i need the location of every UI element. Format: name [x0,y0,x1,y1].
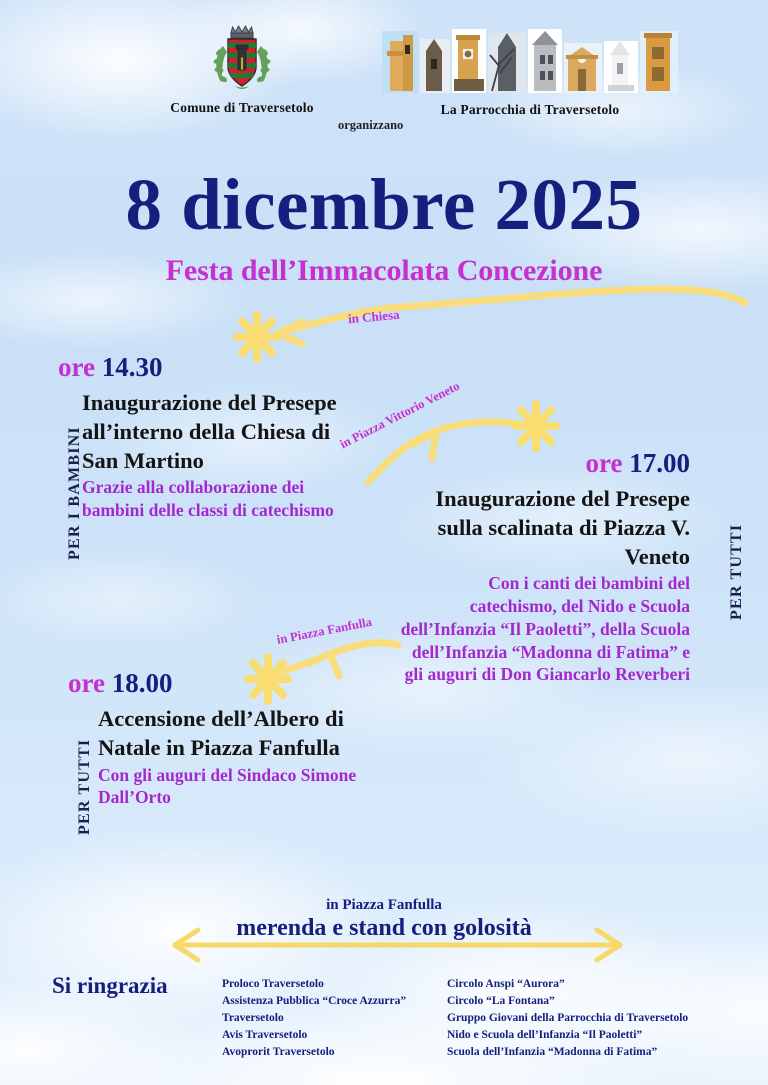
event-1430-title: Inaugurazione del Presepe all’interno de… [82,390,337,473]
event-1800-time-row: ore 18.00 [68,670,378,697]
merenda-block: in Piazza Fanfulla merenda e stand con g… [0,897,768,942]
poster-header: Comune di Traversetolo organizzano [0,0,768,140]
parrocchia-logo-caption: La Parrocchia di Traversetolo [440,102,620,117]
event-1700-ore-label: ore [585,448,623,478]
organizzano-label: organizzano [338,118,404,132]
event-1700-note: Con i canti dei bambini del catechismo, … [400,573,690,685]
bell-towers-collage-icon [380,27,680,100]
merenda-place: in Piazza Fanfulla [326,897,442,913]
event-1430-time-row: ore 14.30 [58,354,358,381]
merenda-text: merenda e stand con golosità [236,914,532,941]
event-block-1700: ore 17.00 Inaugurazione del Presepe sull… [400,450,690,686]
page-subtitle: Festa dell’Immacolata Concezione [165,254,603,287]
audience-label-per-i-bambini: PER I BAMBINI [66,426,83,560]
thanks-title: Si ringrazia [52,973,168,998]
page-title: 8 dicembre 2025 [125,164,643,245]
event-1800-note: Con gli auguri del Sindaco Simone Dall’O… [98,764,357,808]
thanks-column-right: Circolo Anspi “Aurora” Circolo “La Fonta… [447,976,757,1061]
parrocchia-logo-block: La Parrocchia di Traversetolo [380,27,680,118]
list-item: Avoprorit Traversetolo [222,1046,335,1059]
annotation-in-chiesa: in Chiesa [347,306,401,327]
annotation-in-piazza-fanfulla: in Piazza Fanfulla [275,614,373,647]
event-1430-ore-label: ore [58,352,95,382]
list-item: Circolo “La Fontana” [447,995,555,1008]
event-1700-title: Inaugurazione del Presepe sulla scalinat… [435,486,690,569]
audience-label-per-tutti-1700: PER TUTTI [728,523,745,620]
list-item: Scuola dell’Infanzia “Madonna di Fatima” [447,1046,658,1059]
audience-label-per-tutti-1800: PER TUTTI [76,738,93,835]
list-item: Proloco Traversetolo [222,978,324,990]
event-1800-title: Accensione dell’Albero di Natale in Piaz… [98,706,344,760]
event-1700-time: 17.00 [629,448,690,478]
list-item: Assistenza Pubblica “Croce Azzurra” Trav… [222,995,407,1025]
event-1700-time-row: ore 17.00 [400,450,690,477]
event-block-1430: ore 14.30 Inaugurazione del Presepe all’… [58,354,358,522]
comune-logo-caption: Comune di Traversetolo [170,100,314,115]
thanks-column-left: Proloco Traversetolo Assistenza Pubblica… [222,976,437,1061]
list-item: Gruppo Giovani della Parrocchia di Trave… [447,1012,689,1025]
comune-logo-block: Comune di Traversetolo [162,24,322,116]
list-item: Avis Traversetolo [222,1029,308,1042]
list-item: Nido e Scuola dell’Infanzia “Il Paoletti… [447,1029,643,1042]
event-1800-ore-label: ore [68,668,105,698]
event-block-1800: ore 18.00 Accensione dell’Albero di Nata… [68,670,378,809]
list-item: Circolo Anspi “Aurora” [447,978,565,990]
event-1430-note: Grazie alla collaborazione dei bambini d… [82,477,334,521]
event-1800-time: 18.00 [111,668,173,698]
comune-coat-of-arms-icon [211,24,273,98]
event-1430-time: 14.30 [101,352,163,382]
